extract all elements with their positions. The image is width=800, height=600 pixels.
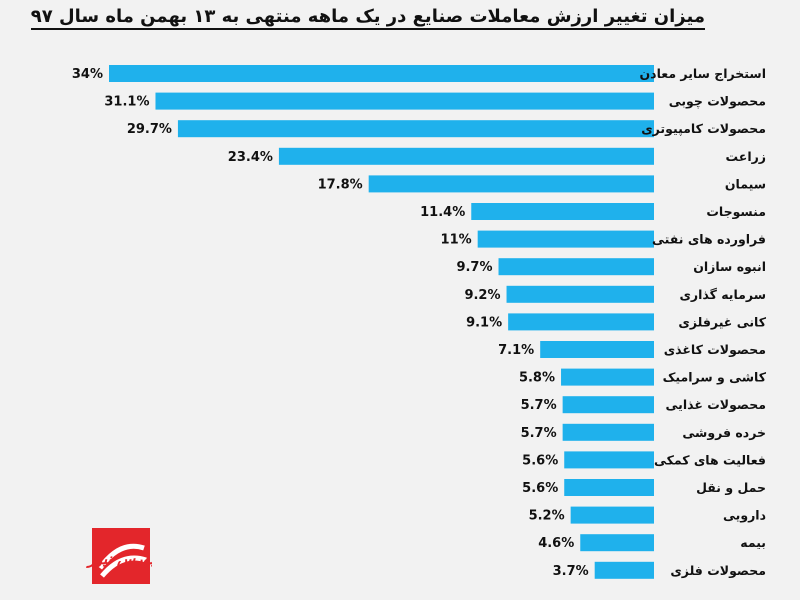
category-label: کاشی و سرامیک	[663, 370, 767, 385]
logo-text: بورس نیوز	[86, 550, 152, 568]
data-label: 29.7%	[127, 122, 172, 137]
category-label: خرده فروشی	[682, 425, 766, 440]
category-label: بیمه	[740, 535, 766, 550]
category-label: محصولات غذایی	[665, 397, 766, 412]
chart-title: میزان تغییر ارزش معاملات صنایع در یک ماه…	[30, 6, 705, 30]
data-label: 7.1%	[498, 343, 534, 358]
category-label: سیمان	[725, 176, 766, 191]
data-label: 4.6%	[538, 536, 574, 551]
bar	[506, 285, 654, 303]
category-label: دارویی	[723, 508, 766, 523]
data-label: 31.1%	[104, 95, 149, 110]
category-label: محصولات چوبی	[669, 94, 766, 109]
data-label: 11.4%	[420, 205, 465, 220]
bar	[562, 423, 654, 441]
bar	[594, 561, 654, 579]
data-label: 9.7%	[456, 260, 492, 275]
category-label: محصولات کامپیوتری	[641, 121, 766, 136]
bar	[540, 341, 654, 358]
bar	[508, 313, 654, 331]
bar	[177, 120, 655, 138]
bar	[498, 258, 654, 276]
category-label: فراورده های نفتی	[652, 232, 766, 247]
data-label: 9.2%	[464, 288, 500, 303]
bar	[368, 175, 654, 193]
category-label: استخراج سایر معادن	[640, 66, 767, 81]
bar	[477, 230, 654, 248]
category-label: محصولات فلزی	[670, 563, 766, 578]
bar	[562, 396, 654, 414]
bar	[278, 147, 654, 165]
bar	[109, 65, 654, 82]
category-label: انبوه سازان	[693, 259, 766, 274]
data-label: 5.7%	[521, 426, 557, 441]
data-label: 5.6%	[522, 453, 558, 468]
data-label: 3.7%	[553, 564, 589, 579]
bar	[564, 451, 654, 469]
bourse-news-logo-icon: بورس نیوز	[86, 528, 155, 584]
category-label: سرمایه گذاری	[679, 287, 766, 302]
data-label: 34%	[72, 67, 103, 82]
category-label: حمل و نقل	[696, 480, 766, 495]
category-label: کانی غیرفلزی	[678, 314, 766, 329]
bar	[561, 368, 654, 386]
data-label: 9.1%	[466, 315, 502, 330]
bar	[564, 479, 654, 496]
bar	[580, 534, 654, 552]
bar	[155, 92, 654, 110]
data-label: 17.8%	[318, 177, 363, 192]
data-label: 5.7%	[521, 398, 557, 413]
bar	[570, 506, 654, 524]
bourse-news-logo: بورس نیوز	[22, 520, 155, 588]
data-label: 5.8%	[519, 371, 555, 386]
category-label: محصولات کاغذی	[664, 342, 766, 357]
data-label: 23.4%	[228, 150, 273, 165]
bar	[471, 203, 654, 220]
category-label: منسوجات	[706, 204, 766, 219]
data-label: 5.6%	[522, 481, 558, 496]
data-label: 5.2%	[529, 509, 565, 524]
category-label: زراعت	[726, 149, 766, 164]
category-label: فعالیت های کمکی	[654, 452, 766, 467]
data-label: 11%	[441, 233, 472, 248]
